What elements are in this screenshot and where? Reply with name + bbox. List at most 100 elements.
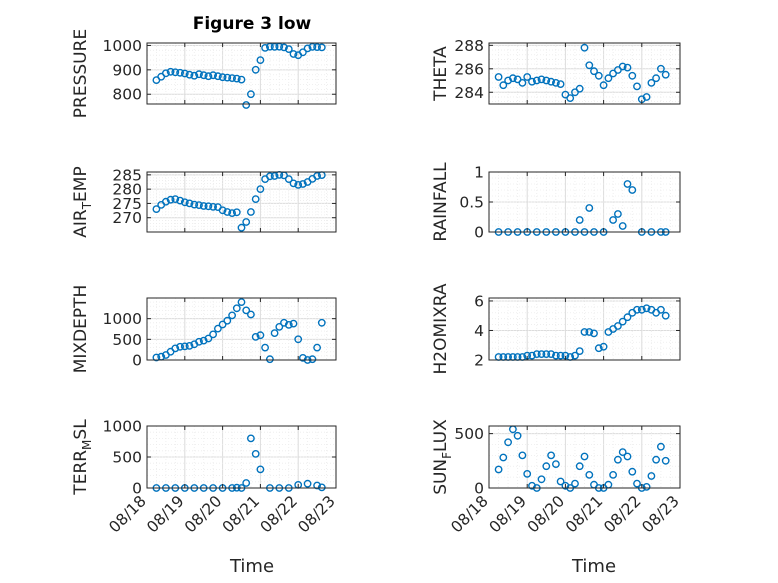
data-point bbox=[652, 455, 660, 464]
data-point bbox=[575, 84, 584, 93]
y-tick-label: 2 bbox=[474, 352, 484, 370]
x-tick-label: 08/23 bbox=[639, 492, 683, 536]
y-tick-label: 6 bbox=[474, 292, 484, 310]
data-point bbox=[590, 67, 598, 76]
y-tick-label: 1000 bbox=[103, 310, 142, 328]
x-tick-label: 08/20 bbox=[524, 492, 568, 536]
data-point bbox=[176, 342, 185, 351]
data-point bbox=[585, 61, 594, 70]
data-point bbox=[237, 223, 246, 232]
data-point bbox=[575, 216, 584, 224]
data-point bbox=[289, 50, 298, 58]
y-axis-label: THETA bbox=[431, 46, 451, 102]
data-point bbox=[204, 202, 213, 211]
data-point bbox=[537, 75, 546, 84]
x-tick-label: 08/20 bbox=[181, 492, 225, 536]
y-axis-label: RAINFALL bbox=[431, 162, 451, 242]
y-axis-label: PRESSURE bbox=[71, 29, 91, 118]
data-point bbox=[242, 479, 251, 487]
data-point bbox=[317, 483, 326, 492]
data-point bbox=[185, 199, 194, 208]
data-point bbox=[313, 43, 321, 51]
data-point bbox=[614, 322, 622, 330]
data-point bbox=[256, 331, 265, 340]
y-tick-label: 280 bbox=[112, 181, 142, 199]
data-point bbox=[585, 204, 594, 212]
data-point bbox=[523, 469, 532, 478]
data-point bbox=[552, 351, 560, 360]
data-point bbox=[661, 70, 670, 79]
y-tick-label: 0 bbox=[474, 480, 484, 498]
data-point bbox=[308, 355, 317, 364]
data-point bbox=[270, 43, 279, 51]
data-point bbox=[542, 76, 551, 85]
x-tick-label: 08/22 bbox=[257, 492, 301, 536]
data-point bbox=[261, 343, 269, 352]
y-axis-label: H2OMIXRA bbox=[431, 283, 451, 374]
data-point bbox=[242, 101, 251, 109]
data-point bbox=[313, 172, 321, 180]
data-point bbox=[580, 43, 589, 52]
data-point bbox=[251, 332, 260, 341]
data-point bbox=[284, 45, 293, 53]
data-point bbox=[518, 451, 527, 460]
data-point bbox=[494, 465, 503, 474]
axes-frame bbox=[146, 171, 337, 233]
data-point bbox=[223, 316, 232, 325]
data-point bbox=[552, 460, 560, 468]
data-point bbox=[213, 324, 222, 333]
data-point bbox=[642, 482, 651, 491]
data-point bbox=[614, 455, 622, 464]
data-point bbox=[209, 71, 218, 80]
data-point bbox=[166, 195, 175, 204]
data-point bbox=[171, 195, 180, 204]
data-point bbox=[223, 73, 232, 82]
data-point bbox=[251, 195, 260, 204]
data-point bbox=[647, 79, 656, 87]
y-tick-label: 500 bbox=[454, 425, 484, 443]
data-point bbox=[594, 71, 603, 80]
data-point bbox=[642, 304, 651, 313]
data-point bbox=[652, 74, 660, 83]
data-point bbox=[270, 172, 279, 180]
data-point bbox=[185, 341, 194, 350]
data-point bbox=[232, 304, 241, 313]
y-tick-label: 900 bbox=[112, 61, 142, 79]
data-point bbox=[542, 350, 551, 358]
data-point bbox=[623, 63, 632, 72]
axes-frame bbox=[488, 297, 681, 361]
data-point bbox=[313, 343, 321, 352]
x-tick-label: 08/21 bbox=[219, 492, 263, 536]
data-point bbox=[647, 472, 656, 480]
data-point bbox=[190, 200, 199, 209]
data-point bbox=[251, 65, 260, 74]
y-tick-label: 1000 bbox=[103, 418, 142, 436]
data-point bbox=[209, 330, 218, 339]
data-point bbox=[294, 335, 303, 344]
data-point bbox=[628, 71, 637, 80]
data-point bbox=[223, 208, 232, 216]
data-point bbox=[513, 431, 522, 440]
data-point bbox=[614, 210, 622, 218]
data-point bbox=[604, 74, 613, 83]
data-point bbox=[494, 73, 503, 81]
x-tick-label: 08/23 bbox=[295, 492, 339, 536]
data-point bbox=[303, 479, 312, 488]
data-point bbox=[580, 452, 589, 461]
data-point bbox=[552, 79, 560, 87]
data-point bbox=[228, 74, 237, 83]
data-point bbox=[185, 70, 194, 79]
axes-frame bbox=[488, 425, 681, 489]
y-tick-label: 284 bbox=[454, 84, 484, 102]
data-point bbox=[308, 43, 317, 51]
y-tick-label: 0 bbox=[132, 352, 142, 370]
data-point bbox=[532, 76, 541, 85]
data-point bbox=[218, 73, 227, 82]
data-point bbox=[195, 201, 203, 210]
data-point bbox=[303, 44, 312, 53]
data-point bbox=[618, 317, 627, 326]
data-point bbox=[213, 72, 222, 81]
data-point bbox=[270, 329, 279, 337]
x-tick-label: 08/19 bbox=[143, 492, 187, 536]
